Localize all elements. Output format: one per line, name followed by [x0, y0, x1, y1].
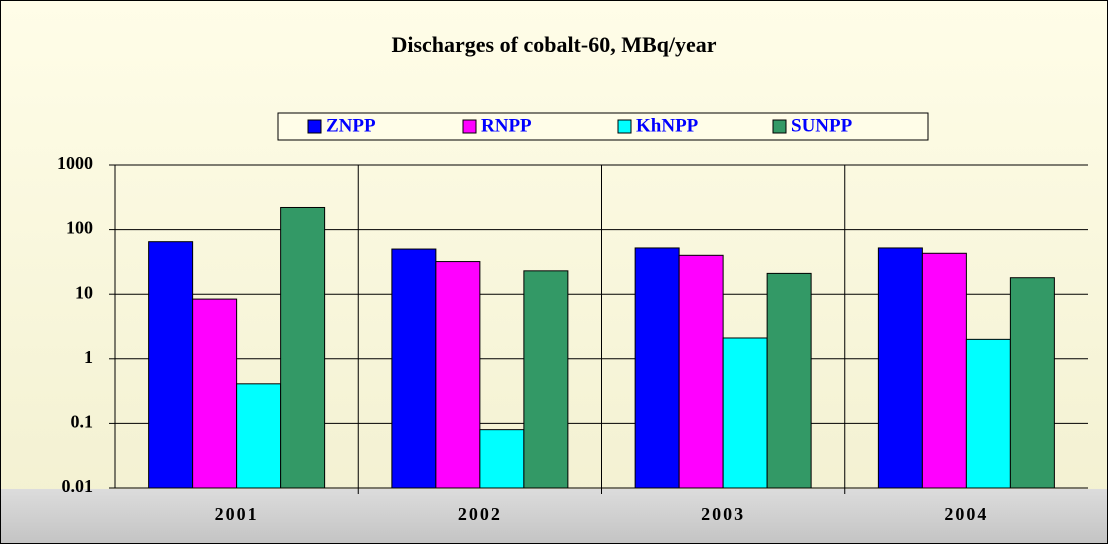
- y-tick-label: 100: [66, 218, 93, 238]
- bar: [192, 298, 238, 489]
- bar: [1009, 277, 1055, 489]
- bar: [236, 383, 282, 489]
- bar: [722, 337, 768, 489]
- bar: [148, 241, 194, 489]
- legend-swatch: [617, 119, 632, 134]
- x-tick-label: 2003: [701, 504, 745, 524]
- bar: [435, 261, 481, 489]
- y-tick-label: 0.01: [62, 476, 94, 496]
- legend-label: SUNPP: [791, 115, 853, 136]
- bar: [634, 247, 680, 489]
- y-tick-label: 10: [75, 282, 93, 302]
- bar: [766, 272, 812, 489]
- legend: [277, 112, 929, 141]
- y-tick-label: 1: [84, 347, 93, 367]
- axis-strip: [1, 489, 1107, 543]
- x-tick-label: 2004: [944, 504, 988, 524]
- bar: [391, 248, 437, 489]
- legend-swatch: [462, 119, 477, 134]
- x-tick-label: 2001: [215, 504, 259, 524]
- bar: [280, 206, 326, 489]
- chart-title: Discharges of cobalt-60, MBq/year: [391, 32, 716, 57]
- legend-label: ZNPP: [326, 115, 376, 136]
- bar: [523, 270, 569, 489]
- bar: [877, 247, 923, 489]
- x-tick-label: 2002: [458, 504, 502, 524]
- y-tick-label: 1000: [57, 153, 93, 173]
- legend-label: RNPP: [481, 115, 532, 136]
- bar: [921, 252, 967, 489]
- bar: [678, 254, 724, 489]
- legend-swatch: [307, 119, 322, 134]
- legend-swatch: [772, 119, 787, 134]
- y-tick-label: 0.1: [71, 412, 94, 432]
- legend-label: KhNPP: [636, 115, 699, 136]
- bar: [965, 338, 1011, 489]
- bar: [479, 429, 525, 489]
